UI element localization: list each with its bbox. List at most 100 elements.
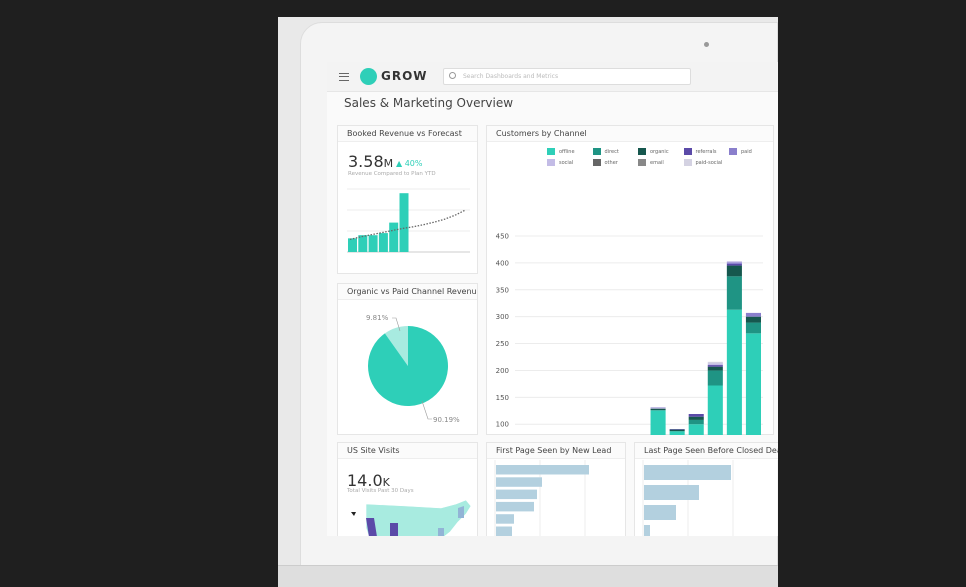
legend-swatch xyxy=(547,159,555,166)
search-input[interactable]: Search Dashboards and Metrics xyxy=(443,68,691,85)
customers-card: Customers by Channel offline direct organi… xyxy=(486,125,774,435)
bar-segment-organic xyxy=(745,316,761,323)
bar xyxy=(644,485,699,500)
bar xyxy=(644,505,676,520)
legend-swatch xyxy=(592,159,601,166)
bar-segment-direct xyxy=(726,276,742,310)
bar-segment-referrals xyxy=(707,365,723,367)
legend-label: other xyxy=(604,159,618,166)
search-icon xyxy=(449,72,456,79)
legend-label: offline xyxy=(559,148,575,155)
legend-swatch xyxy=(638,148,646,155)
bar-segment-offline xyxy=(669,431,685,435)
us-map[interactable] xyxy=(346,498,476,536)
app-screen: GROW Search Dashboards and Metrics Sales… xyxy=(327,62,778,536)
legend-item[interactable]: paid-social xyxy=(683,159,723,166)
last-page-chart xyxy=(642,460,778,536)
y-tick-label: 100 xyxy=(496,421,509,429)
y-tick-label: 150 xyxy=(496,394,509,402)
legend-item[interactable]: direct xyxy=(592,148,619,155)
legend-item[interactable]: email xyxy=(638,159,664,166)
bar-segment-direct xyxy=(707,370,723,386)
pie-chart: 9.81% 90.19% xyxy=(366,314,460,424)
bar xyxy=(496,514,514,524)
first-page-card: First Page Seen by New Lead xyxy=(486,442,626,536)
revenue-chart xyxy=(347,188,470,253)
revenue-bar xyxy=(368,235,378,252)
bar-segment-offline xyxy=(707,385,723,435)
visits-caption: Total Visits Past 30 Days xyxy=(347,488,414,494)
revenue-card: Booked Revenue vs Forecast 3.58M ▲ 40% R… xyxy=(337,125,478,274)
label-leader xyxy=(392,317,401,332)
legend-swatch xyxy=(547,148,555,155)
legend-item[interactable]: other xyxy=(592,159,618,166)
page-title: Sales & Marketing Overview xyxy=(344,96,514,110)
revenue-bar xyxy=(399,193,409,252)
laptop-base xyxy=(278,565,778,587)
brand-name[interactable]: GROW xyxy=(381,69,428,83)
bar-segment-referrals xyxy=(688,414,704,417)
change-badge: ▲ 40% xyxy=(396,159,423,168)
bar-segment-offline xyxy=(688,424,704,435)
bar xyxy=(496,489,537,500)
bar xyxy=(496,501,534,512)
legend-label: organic xyxy=(650,148,669,155)
bar-segment-organic xyxy=(669,429,685,432)
legend-swatch xyxy=(683,159,692,166)
revenue-bar xyxy=(358,235,368,252)
y-tick-label: 350 xyxy=(496,286,509,294)
legend-label: social xyxy=(559,159,574,166)
first-page-chart xyxy=(494,460,589,536)
legend-swatch xyxy=(592,148,601,155)
legend-item[interactable]: organic xyxy=(638,148,669,155)
bar-segment-paid-social xyxy=(707,361,723,364)
revenue-bar xyxy=(378,233,388,252)
customers-chart: 050100150200250300350400450JunJulAugSepO… xyxy=(496,233,763,435)
bar xyxy=(496,465,589,475)
legend-item[interactable]: paid xyxy=(729,148,752,155)
y-tick-label: 300 xyxy=(496,313,509,321)
menu-icon[interactable] xyxy=(339,73,349,81)
y-tick-label: 400 xyxy=(496,259,509,267)
last-page-card: Last Page Seen Before Closed Deal xyxy=(634,442,778,536)
legend-swatch xyxy=(638,159,646,166)
pie-slice xyxy=(368,326,448,406)
y-tick-label: 200 xyxy=(496,367,509,375)
legend-label: paid xyxy=(741,148,752,155)
bar-segment-offline xyxy=(745,333,761,435)
visits-value: 14.0K xyxy=(347,471,390,490)
bar xyxy=(644,525,650,536)
bar-segment-organic xyxy=(650,408,666,411)
bar xyxy=(644,465,731,480)
card-title: Last Page Seen Before Closed Deal xyxy=(635,443,778,459)
bar-segment-social xyxy=(726,261,742,263)
revenue-bar xyxy=(348,238,357,252)
label-leader xyxy=(421,400,432,420)
legend-item[interactable]: offline xyxy=(547,148,575,155)
pie-label: 9.81% xyxy=(366,314,389,322)
visits-card: US Site Visits 14.0K Total Visits Past 3… xyxy=(337,442,478,536)
legend-item[interactable]: social xyxy=(547,159,573,166)
revenue-caption: Revenue Compared to Plan YTD xyxy=(348,171,436,177)
bar-segment-social xyxy=(650,407,666,409)
bar-segment-referrals xyxy=(726,263,742,266)
bar-segment-paid xyxy=(726,262,742,264)
bar-segment-organic xyxy=(688,416,704,420)
legend-swatch xyxy=(729,148,737,155)
legend-label: referrals xyxy=(695,148,717,155)
pie-slice xyxy=(384,326,408,366)
y-tick-label: 250 xyxy=(496,340,509,348)
grow-logo-icon[interactable] xyxy=(360,68,377,85)
home-icon xyxy=(351,512,356,516)
legend-item[interactable]: referrals xyxy=(683,148,717,155)
bar-segment-paid xyxy=(745,312,761,317)
bar xyxy=(496,526,512,536)
bar-segment-organic xyxy=(707,366,723,371)
legend-label: email xyxy=(650,159,664,166)
camera xyxy=(704,42,709,47)
legend-swatch xyxy=(683,148,692,155)
legend-label: paid-social xyxy=(695,159,723,166)
bar-segment-offline xyxy=(726,309,742,435)
revenue-value: 3.58M xyxy=(348,152,394,171)
revenue-bar xyxy=(389,222,399,252)
